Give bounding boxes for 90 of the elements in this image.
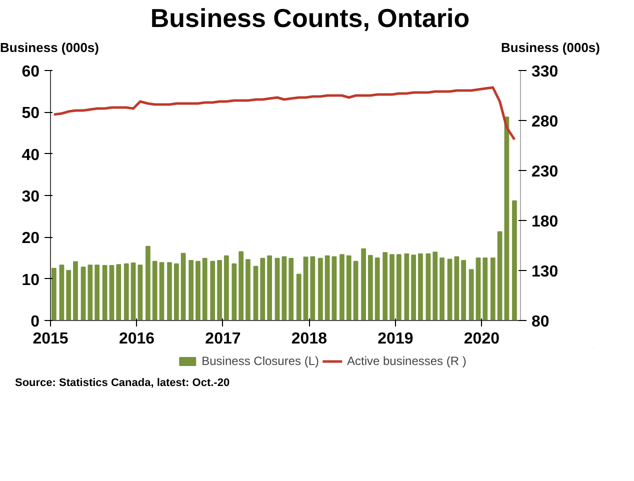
bar: [253, 266, 258, 320]
bar: [440, 257, 444, 320]
bar: [274, 258, 280, 320]
bar: [482, 257, 488, 320]
bar: [396, 254, 402, 320]
bar: [94, 264, 100, 320]
bar: [267, 255, 272, 320]
y-axis-title: Business (000s): [0, 39, 99, 58]
bar: [217, 260, 222, 320]
bar: [497, 230, 502, 320]
bar: [88, 264, 93, 320]
bar: [512, 200, 517, 320]
x-tick-label: 2016: [118, 330, 155, 348]
bar: [454, 256, 460, 320]
bar: [411, 254, 416, 320]
bar: [324, 255, 330, 320]
bar: [210, 260, 216, 320]
bar: [361, 248, 366, 320]
bar: [418, 253, 423, 320]
bar: [368, 254, 373, 320]
bar: [468, 268, 474, 320]
bar: [246, 258, 250, 320]
y-tick-label: 30: [22, 188, 40, 206]
bar: [232, 263, 237, 320]
source-note: Source: Statistics Canada, latest: Oct.-20: [15, 376, 230, 391]
bar: [490, 257, 496, 320]
legend-label: Business Closures (L): [202, 354, 319, 368]
x-tick-label: 2020: [464, 330, 500, 348]
bar: [102, 264, 108, 320]
bar: [159, 262, 164, 320]
bar: [353, 260, 358, 320]
y2-tick-label: 330: [532, 63, 558, 80]
x-tick-label: 2017: [205, 330, 241, 348]
bar: [332, 256, 337, 320]
line-series: [52, 86, 516, 140]
y2-tick-label: 130: [532, 263, 558, 280]
bar: [138, 264, 143, 320]
y-tick-label: 60: [22, 63, 40, 80]
bar: [66, 270, 72, 320]
x-tick-label: 2018: [291, 330, 328, 348]
y2-tick-label: 80: [532, 313, 550, 330]
bar: [109, 264, 114, 320]
bar: [288, 258, 294, 320]
bar: [282, 256, 287, 320]
y2-tick-label: 180: [532, 213, 558, 230]
bar: [374, 257, 380, 320]
bar: [196, 260, 200, 320]
y2-axis-title: Business (000s): [501, 39, 600, 58]
y-tick-label: 10: [22, 272, 40, 289]
y-tick-label: 20: [22, 230, 40, 247]
bar: [80, 266, 86, 320]
bar: [146, 246, 150, 320]
bar: [447, 258, 452, 320]
bar: [202, 258, 208, 320]
y2-tick-label: 280: [532, 113, 558, 130]
bar: [476, 257, 481, 320]
bar: [124, 263, 129, 320]
bar: [390, 254, 394, 320]
bar: [404, 253, 410, 320]
bar: [52, 268, 56, 320]
bar: [346, 255, 352, 320]
bar: [310, 256, 316, 320]
bar: [188, 260, 194, 320]
bar: [260, 258, 266, 320]
bar: [318, 258, 323, 320]
bar: [303, 256, 308, 320]
y-tick-label: 40: [22, 146, 40, 164]
bar: [238, 250, 244, 320]
bar: [130, 262, 136, 320]
x-tick-label: 2015: [32, 330, 68, 348]
bar: [224, 255, 229, 320]
bar: [167, 262, 172, 320]
bar: [152, 260, 158, 320]
y2-tick-label: 230: [532, 163, 558, 180]
legend-label: Active businesses (R ): [347, 354, 466, 368]
bar: [180, 252, 186, 320]
bar: [382, 252, 388, 320]
bar: [432, 251, 438, 320]
bar: [340, 254, 344, 320]
bar: [174, 263, 179, 320]
bar: [59, 264, 64, 320]
chart-title: Business Counts, Ontario: [150, 2, 470, 35]
bar: [73, 260, 78, 320]
y-tick-label: 50: [22, 104, 40, 122]
bar: [296, 273, 302, 320]
x-tick-label: 2019: [378, 330, 414, 348]
y-tick-label: 0: [30, 313, 40, 330]
bar: [461, 260, 466, 320]
bar: [426, 253, 431, 320]
bar: [116, 264, 122, 320]
